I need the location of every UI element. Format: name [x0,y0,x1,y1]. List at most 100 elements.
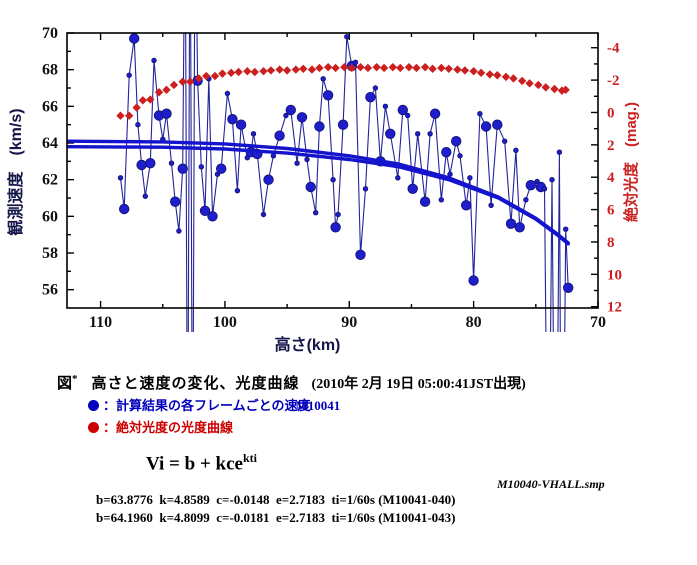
velocity-point [355,249,366,261]
velocity-point [467,175,473,181]
velocity-point [296,112,308,123]
lightcurve-point [162,85,171,95]
lightcurve-point [275,65,284,74]
legend-lightcurve: ：絶対光度の光度曲線 [88,417,233,436]
velocity-point [198,164,204,170]
plot-frame [66,32,599,309]
lightcurve-point [243,66,252,76]
lightcurve-point [218,69,227,78]
lightcurve-point [154,88,164,97]
sample-file-label: M10040-VHALL.smp [497,477,605,491]
y-right-tick-label: 12 [607,300,622,316]
lightcurve-point [444,64,453,73]
lightcurve-point [525,79,534,88]
velocity-legend-marker-icon [88,400,99,411]
velocity-point [168,160,175,166]
velocity-point [126,72,132,78]
velocity-point [234,187,241,194]
y-left-axis-title: 観測速度 (km/s) [6,108,25,235]
fit-formula: Vi = b + kcekti [146,451,257,475]
velocity-point [260,211,267,218]
lightcurve-point [185,77,195,86]
lightcurve-point [561,85,570,95]
velocity-point [556,149,563,155]
velocity-point [135,121,141,128]
figure-caption: 図* 高さと速度の変化、光度曲線 (2010年 2月 19日 05:00:41JST… [57,372,526,393]
y-left-tick-label: 62 [42,172,58,189]
y-right-tick-label: 2 [607,138,615,154]
legend-velocity-label: ：計算結果の各フレームごとの速度 [103,398,311,413]
lightcurve-point [282,66,292,75]
y-right-tick-label: 10 [607,267,622,283]
velocity-lightcurve-chart: 110 100 90 80 705658606264666870-4-202468101… [6,25,640,354]
velocity-point [563,226,569,232]
lightcurve-point [372,62,381,72]
velocity-point [274,130,285,141]
lightcurve-point [234,67,243,77]
velocity-point [199,205,211,217]
x-tick-label: 70 [590,314,606,331]
velocity-point [313,209,319,216]
velocity-point [362,186,369,192]
velocity-point [227,113,238,125]
lightcurve-point [363,63,373,73]
lightcurve-point [388,62,398,72]
velocity-point [488,202,494,208]
velocity-point [344,34,350,40]
formula-base: Vi = b + kce [146,453,243,475]
lightcurve-point [347,63,356,73]
velocity-point [395,175,401,181]
lightcurve-legend-marker-icon [88,422,99,433]
velocity-point [451,135,462,147]
lightcurve-point [307,65,317,74]
velocity-point [322,90,334,101]
lightcurve-point [146,95,155,104]
velocity-point [117,175,124,181]
velocity-point [480,121,492,132]
lightcurve-point [259,66,268,76]
velocity-polyline [119,33,569,332]
velocity-point [477,110,483,117]
fit-curve [67,139,570,245]
velocity-point [263,174,274,185]
lightcurve-point [469,66,478,76]
lightcurve-point [493,71,502,80]
formula-exponent: kti [242,451,257,465]
velocity-point [224,90,231,97]
lightcurve-point [210,71,220,81]
velocity-point [304,156,310,163]
y-right-tick-label: 0 [607,105,615,121]
caption-title: 高さと速度の変化、光度曲線 [91,376,300,392]
velocity-point [397,104,409,116]
velocity-point [492,119,503,130]
y-right-tick-label: 8 [607,235,615,251]
plot-area [67,33,574,332]
velocity-point [429,108,441,119]
velocity-point [283,112,289,119]
velocity-point [142,193,148,199]
lightcurve-point [169,80,179,90]
lightcurve-point [323,62,333,72]
velocity-point [161,108,172,119]
velocity-point [337,119,349,130]
lightcurve-point [517,76,527,86]
lightcurve-point [331,63,340,73]
velocity-point [207,211,218,222]
velocity-point [136,159,147,171]
legend-velocity: ：計算結果の各フレームごとの速度M10041 [88,395,340,414]
y-left-tick-label: 64 [42,135,58,152]
caption-date: (2010年 2月 19日 05:00:41JST出現) [311,377,526,392]
velocity-point [447,171,453,177]
velocity-point [441,146,452,158]
y-right-tick-label: 6 [607,203,615,219]
velocity-point [438,197,444,203]
y-right-tick-labels: -4 -2 0 2 4 6 8 10 12 [607,41,622,316]
x-tick-label: 90 [341,314,357,331]
legend-velocity-overlap-id: M10041 [295,398,341,413]
lightcurve-point [412,63,421,73]
velocity-point [285,104,297,116]
lightcurve-point [396,63,405,73]
velocity-point [151,57,157,64]
velocity-point [330,222,341,233]
caption-prefix: 図 [57,376,73,392]
